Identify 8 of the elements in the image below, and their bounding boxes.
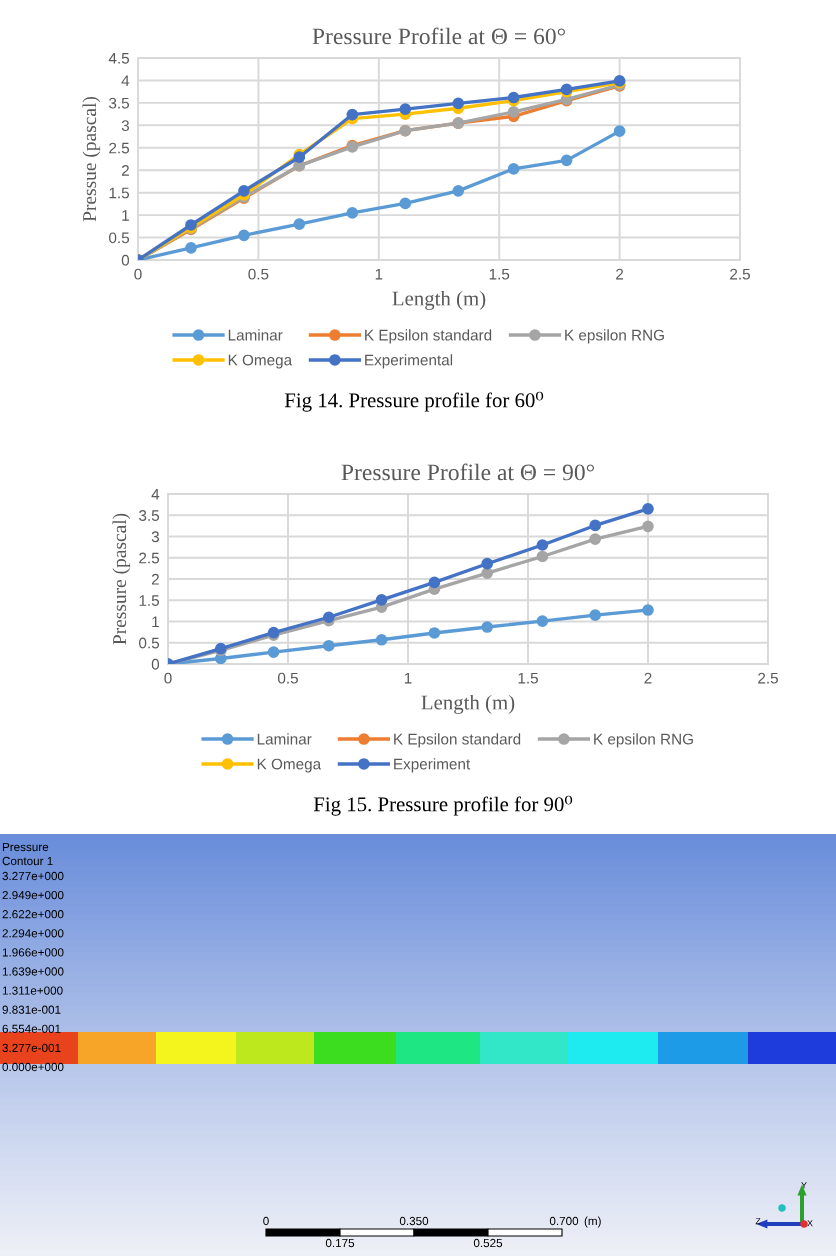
x-axis-title: Length (m) [421, 694, 515, 714]
y-axis-title: Pressue (pascal) [82, 96, 101, 222]
y-axis-title: Pressure (pascal) [112, 513, 131, 645]
caption: Fig 14. Pressure profile for 60⁰ [284, 391, 544, 412]
caption: Fig 15. Pressure profile for 90⁰ [313, 795, 573, 816]
chart-title: Pressure Profile at Θ = 60° [312, 27, 565, 45]
chart-title: Pressure Profile at Θ = 90° [341, 463, 594, 481]
x-axis-title: Length (m) [392, 290, 486, 310]
